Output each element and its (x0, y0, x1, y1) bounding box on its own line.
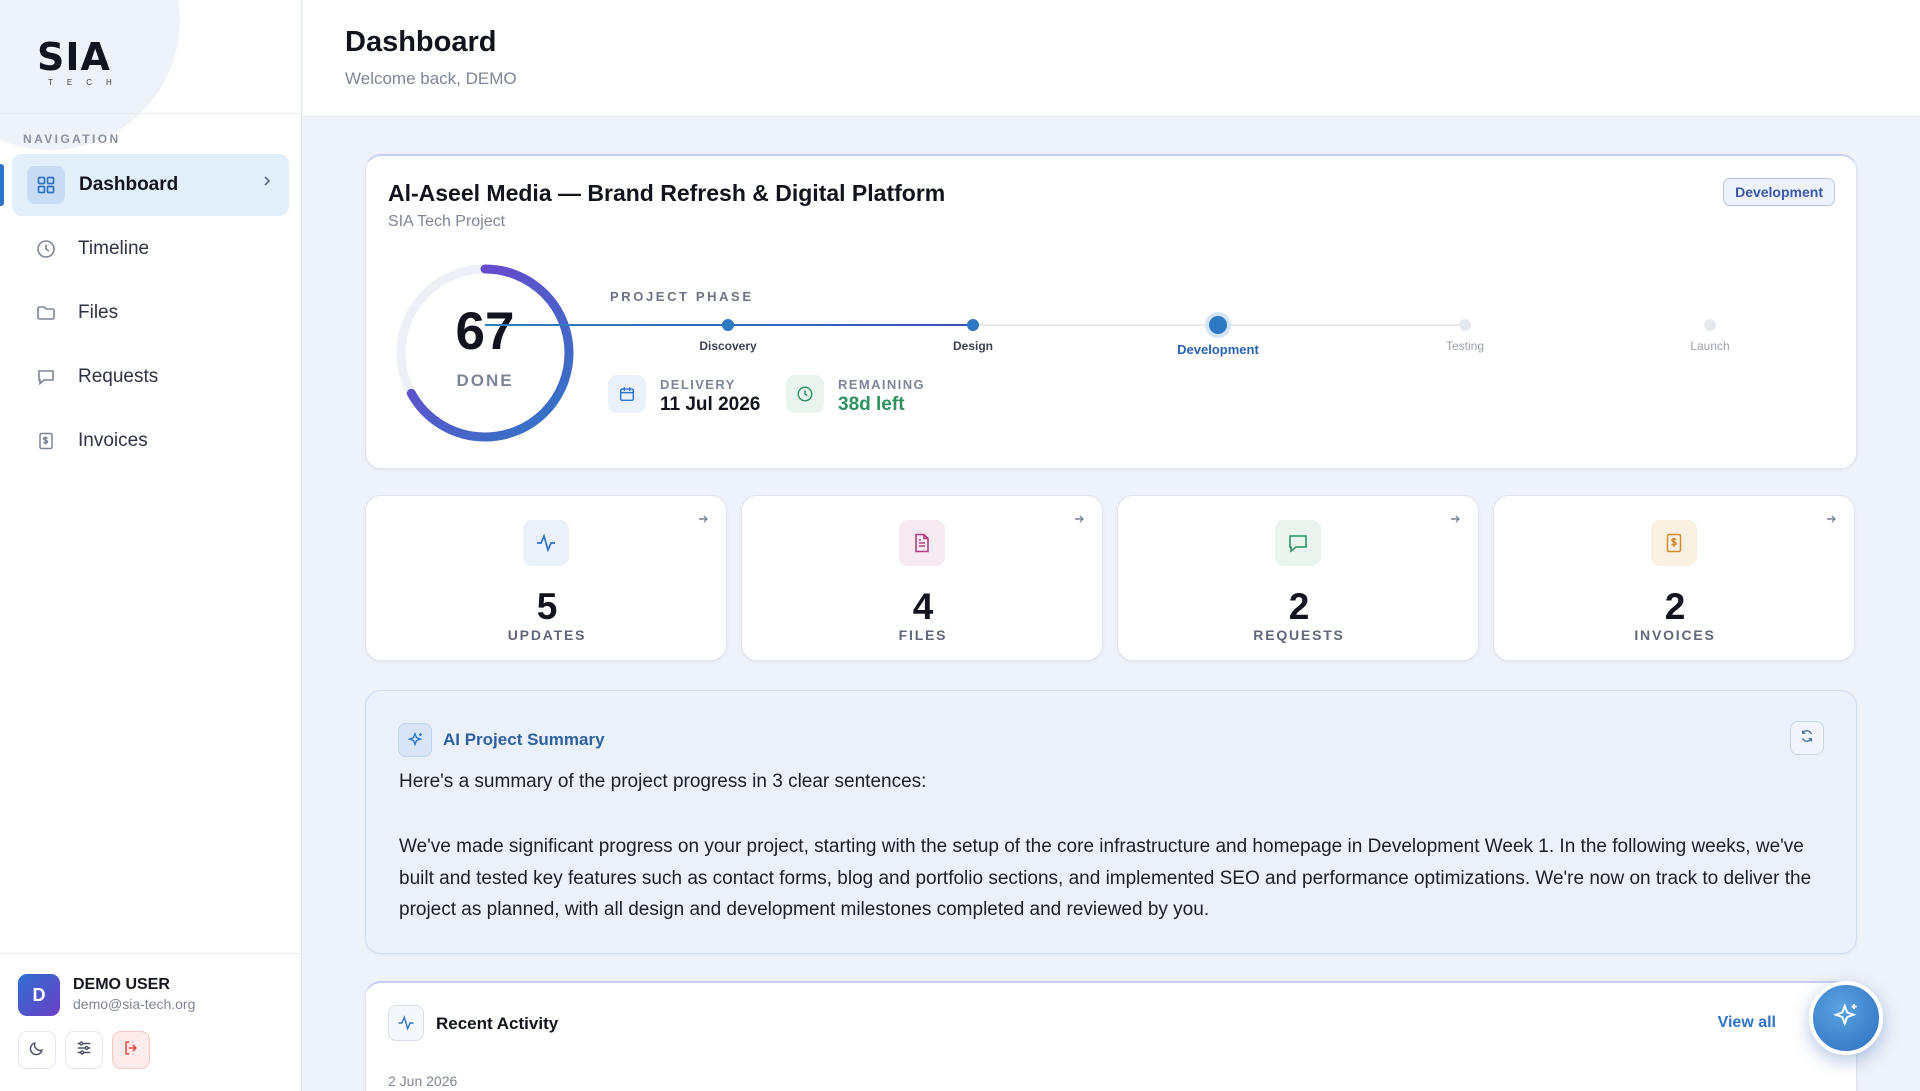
ai-summary-title: AI Project Summary (443, 730, 605, 749)
arrow-right-icon (1825, 512, 1837, 529)
stat-label: UPDATES (507, 627, 587, 643)
phase-label-discovery: Discovery (699, 339, 757, 353)
phase-dot-design (967, 319, 979, 331)
logout-icon (122, 1039, 140, 1062)
avatar[interactable]: D (18, 974, 60, 1016)
file-icon (899, 520, 945, 566)
invoice-icon (1651, 520, 1697, 566)
phase-dot-development (1209, 316, 1227, 334)
user-name: DEMO USER (73, 976, 170, 993)
ai-summary-card: AI Project Summary Here's a summary of t… (365, 690, 1857, 954)
arrow-right-icon (1449, 512, 1461, 529)
page-title: Dashboard (345, 26, 497, 58)
sidebar-item-label: Timeline (78, 238, 150, 259)
chat-icon (1275, 520, 1321, 566)
delivery-label: DELIVERY (660, 377, 736, 392)
view-all-link[interactable]: View all (1717, 1014, 1776, 1031)
sidebar-item-label: Invoices (78, 430, 148, 451)
stat-value: 2 (1288, 586, 1310, 627)
sparkle-icon (1831, 1001, 1861, 1036)
stat-value: 5 (536, 586, 558, 627)
stat-label: REQUESTS (1253, 627, 1345, 643)
status-badge: Development (1723, 178, 1835, 206)
phase-label-development: Development (1177, 342, 1259, 357)
activity-icon (388, 1005, 424, 1041)
theme-toggle-button[interactable] (18, 1031, 56, 1069)
grid-icon (27, 166, 65, 204)
project-subtitle: SIA Tech Project (388, 213, 506, 230)
brand-logo[interactable]: SIA TECH (37, 37, 121, 87)
sidebar-item-dashboard[interactable]: Dashboard (0, 154, 289, 216)
activity-date: 2 Jun 2026 (388, 1073, 458, 1089)
progress-value: 67 (455, 302, 515, 361)
activity-icon (523, 520, 569, 566)
stat-value: 4 (912, 586, 934, 627)
arrow-right-icon (1073, 512, 1085, 529)
remaining-days: 38d left (838, 394, 905, 415)
logo-subtext: TECH (48, 78, 126, 87)
stat-card-requests[interactable]: 2 REQUESTS (1117, 495, 1479, 661)
remaining-label: REMAINING (838, 377, 925, 392)
project-title: Al-Aseel Media — Brand Refresh & Digital… (388, 180, 946, 206)
sidebar-item-label: Dashboard (79, 174, 179, 195)
ai-summary-body: We've made significant progress on your … (399, 836, 1812, 920)
sparkle-icon (398, 723, 432, 757)
progress-ring (396, 264, 574, 442)
phase-dot-testing (1459, 319, 1471, 331)
sidebar-item-timeline[interactable]: Timeline (12, 218, 289, 280)
sidebar-footer-divider (0, 953, 301, 954)
recent-activity-title: Recent Activity (436, 1014, 559, 1033)
delivery-date: 11 Jul 2026 (660, 394, 761, 415)
invoice-icon (34, 429, 58, 453)
stat-card-invoices[interactable]: 2 INVOICES (1493, 495, 1855, 661)
refresh-button[interactable] (1790, 721, 1824, 755)
progress-label: DONE (456, 371, 514, 390)
progress-ring-fill (396, 264, 574, 442)
phase-dot-launch (1704, 319, 1716, 331)
arrow-right-icon (697, 512, 709, 529)
sidebar-nav: Dashboard Timeline Files (0, 154, 289, 474)
moon-icon (28, 1039, 46, 1062)
sidebar-item-label: Requests (78, 366, 159, 387)
settings-button[interactable] (65, 1031, 103, 1069)
stat-card-updates[interactable]: 5 UPDATES (365, 495, 727, 661)
sidebar: SIA TECH NAVIGATION Dashboard Timelin (0, 0, 302, 1091)
chat-icon (34, 365, 58, 389)
ai-assistant-button[interactable] (1809, 981, 1883, 1055)
sidebar-item-label: Files (78, 302, 119, 323)
stat-value: 2 (1664, 586, 1686, 627)
stat-card-files[interactable]: 4 FILES (741, 495, 1103, 661)
project-card: Al-Aseel Media — Brand Refresh & Digital… (365, 154, 1857, 469)
recent-activity-card: Recent Activity View all 2 Jun 2026 (365, 981, 1857, 1091)
page-subtitle: Welcome back, DEMO (345, 69, 517, 88)
user-email: demo@sia-tech.org (73, 996, 196, 1012)
sidebar-divider (0, 113, 301, 114)
logo-mark: SIA (37, 35, 111, 79)
phase-label-design: Design (952, 339, 993, 353)
chevron-right-icon (261, 174, 273, 193)
phase-label-launch: Launch (1690, 339, 1730, 353)
folder-icon (34, 301, 58, 325)
nav-heading: NAVIGATION (23, 132, 121, 146)
sidebar-item-files[interactable]: Files (12, 282, 289, 344)
sidebar-item-requests[interactable]: Requests (12, 346, 289, 408)
stat-label: FILES (898, 627, 948, 643)
refresh-icon (1799, 728, 1815, 749)
sliders-icon (75, 1039, 93, 1062)
page-header: Dashboard Welcome back, DEMO (303, 0, 1920, 117)
ai-summary-intro: Here's a summary of the project progress… (399, 771, 927, 792)
phase-dot-discovery (722, 319, 734, 331)
sidebar-item-invoices[interactable]: Invoices (12, 410, 289, 472)
phase-heading: PROJECT PHASE (610, 289, 754, 304)
clock-icon (786, 375, 824, 413)
logout-button[interactable] (112, 1031, 150, 1069)
stat-label: INVOICES (1634, 627, 1716, 643)
phase-label-testing: Testing (1445, 339, 1485, 353)
clock-icon (34, 237, 58, 261)
calendar-icon (608, 375, 646, 413)
